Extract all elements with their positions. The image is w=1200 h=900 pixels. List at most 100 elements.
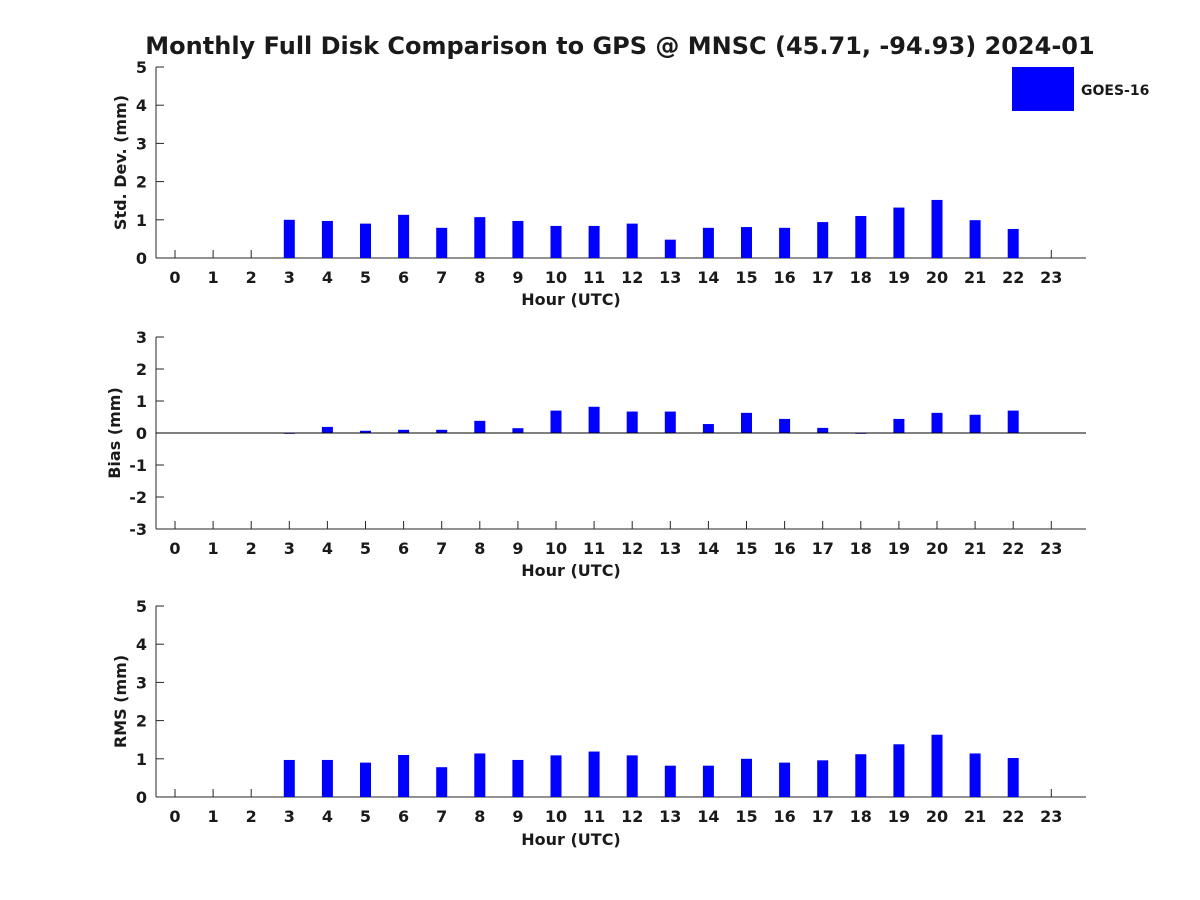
x-tick-label: 16	[773, 807, 795, 826]
x-axis-label: Hour (UTC)	[521, 561, 621, 580]
x-tick-label: 13	[659, 268, 681, 287]
x-tick-label: 1	[208, 807, 219, 826]
y-tick-label: 0	[136, 249, 147, 268]
bar-hour-10	[550, 755, 562, 797]
x-tick-label: 0	[169, 807, 180, 826]
bar-hour-20	[931, 734, 943, 797]
bar-hour-4	[321, 220, 333, 258]
x-tick-label: 17	[812, 539, 834, 558]
x-tick-label: 3	[284, 268, 295, 287]
bar-hour-18	[855, 754, 867, 797]
y-tick-label: 1	[136, 392, 147, 411]
bar-hour-16	[779, 762, 791, 797]
x-tick-label: 16	[773, 268, 795, 287]
y-tick-label: 3	[136, 134, 147, 153]
x-tick-label: 18	[850, 268, 872, 287]
y-tick-label: 4	[136, 96, 147, 115]
bar-hour-12	[626, 755, 638, 797]
legend-swatch	[1012, 67, 1074, 111]
y-tick-label: 2	[136, 360, 147, 379]
x-tick-label: 10	[545, 268, 567, 287]
x-tick-label: 0	[169, 268, 180, 287]
bar-hour-13	[664, 239, 676, 258]
x-tick-label: 14	[697, 807, 719, 826]
bar-hour-8	[474, 217, 486, 258]
x-tick-label: 13	[659, 807, 681, 826]
bar-hour-21	[969, 753, 981, 797]
bar-hour-12	[626, 223, 638, 258]
legend: GOES-16	[1012, 67, 1149, 111]
bar-hour-11	[588, 406, 600, 433]
bar-hour-19	[893, 744, 905, 797]
x-tick-label: 2	[246, 539, 257, 558]
x-tick-label: 19	[888, 539, 910, 558]
bar-hour-8	[474, 753, 486, 797]
x-tick-label: 5	[360, 539, 371, 558]
x-tick-label: 7	[436, 268, 447, 287]
x-tick-label: 16	[773, 539, 795, 558]
bar-hour-21	[969, 414, 981, 433]
x-tick-label: 2	[246, 807, 257, 826]
bar-hour-6	[398, 754, 410, 797]
bar-hour-15	[741, 758, 752, 797]
y-tick-label: 0	[136, 424, 147, 443]
x-tick-label: 8	[474, 539, 485, 558]
bar-hour-5	[360, 762, 371, 797]
x-tick-label: 6	[398, 539, 409, 558]
bar-hour-7	[436, 227, 448, 258]
bar-hour-7	[436, 429, 448, 433]
x-tick-label: 19	[888, 268, 910, 287]
x-tick-label: 20	[926, 807, 948, 826]
y-tick-label: 0	[136, 788, 147, 807]
y-tick-label: 3	[136, 673, 147, 692]
bar-hour-20	[931, 412, 943, 433]
bar-hour-16	[779, 227, 791, 258]
x-tick-label: 23	[1040, 539, 1062, 558]
bar-hour-6	[398, 214, 410, 258]
bar-hour-5	[360, 223, 371, 258]
bar-hour-10	[550, 410, 562, 433]
x-tick-label: 8	[474, 807, 485, 826]
bar-hour-4	[321, 426, 333, 433]
x-tick-label: 21	[964, 268, 986, 287]
bar-hour-18	[855, 215, 867, 258]
x-tick-label: 5	[360, 807, 371, 826]
x-tick-label: 20	[926, 539, 948, 558]
bar-hour-17	[817, 222, 829, 258]
bar-hour-19	[893, 207, 905, 258]
y-tick-label: 1	[136, 750, 147, 769]
bar-hour-6	[398, 429, 410, 433]
x-tick-label: 2	[246, 268, 257, 287]
bar-hour-15	[741, 227, 752, 258]
x-tick-label: 11	[583, 268, 605, 287]
bar-hour-12	[626, 411, 638, 433]
y-tick-label: 1	[136, 211, 147, 230]
bar-hour-17	[817, 427, 829, 433]
x-tick-label: 3	[284, 539, 295, 558]
x-tick-label: 18	[850, 539, 872, 558]
x-tick-label: 15	[735, 539, 757, 558]
x-tick-label: 8	[474, 268, 485, 287]
x-tick-label: 15	[735, 268, 757, 287]
x-tick-label: 23	[1040, 268, 1062, 287]
x-axis-label: Hour (UTC)	[521, 830, 621, 849]
y-tick-label: -1	[129, 456, 147, 475]
x-tick-label: 12	[621, 268, 643, 287]
x-tick-label: 17	[812, 268, 834, 287]
y-axis-label: Std. Dev. (mm)	[111, 95, 130, 230]
x-tick-label: 10	[545, 539, 567, 558]
bar-hour-21	[969, 220, 981, 258]
y-tick-label: 4	[136, 635, 147, 654]
bar-hour-20	[931, 199, 943, 258]
x-tick-label: 22	[1002, 539, 1024, 558]
x-tick-label: 4	[322, 807, 333, 826]
x-tick-label: 9	[512, 539, 523, 558]
x-tick-label: 22	[1002, 807, 1024, 826]
x-tick-label: 7	[436, 807, 447, 826]
bar-hour-11	[588, 225, 600, 258]
y-axis-label: Bias (mm)	[105, 387, 124, 479]
legend-label: GOES-16	[1081, 83, 1149, 99]
